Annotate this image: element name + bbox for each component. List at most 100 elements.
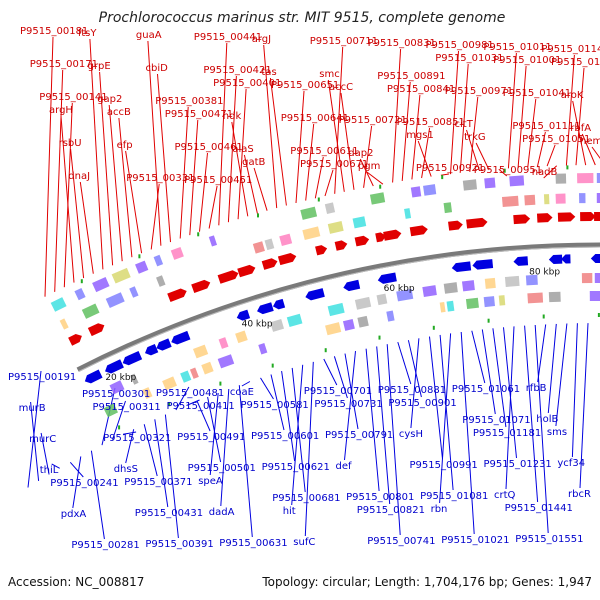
label-leader-line [54,69,64,292]
label-leader-line [386,344,401,536]
gene-label-reverse: P9515_00821 [357,505,425,516]
cds-block [59,318,69,330]
trna-marker [378,335,381,340]
forward-cds-arrow [217,270,239,284]
inner-feature-block [217,354,235,369]
gene-label-reverse: P9515_01441 [505,503,573,514]
label-leader-line [591,146,600,159]
gene-label-reverse: sufC [293,537,315,548]
inner-feature-block [589,291,600,302]
label-leader-line [547,323,557,414]
forward-cds-arrow [261,258,278,270]
scale-marker-label: 40 kbp [242,319,273,329]
label-leader-line [291,364,304,506]
gene-label-forward: grpE [88,61,111,72]
label-leader-line [543,165,558,179]
cds-block [555,193,566,204]
gene-label-forward: ndk [223,111,242,122]
reverse-cds-arrow [377,272,397,284]
label-leader-line [157,73,171,243]
label-leader-line [565,54,575,166]
gene-label-reverse: P9515_00301 [82,389,150,400]
label-leader-line [572,100,587,166]
outer-feature-block [300,206,318,220]
outer-feature-block [410,186,422,198]
reverse-cds-arrow [343,279,361,292]
gene-label-reverse: hit [283,506,296,517]
label-leader-line [207,396,222,463]
forward-cds-arrow [448,220,463,231]
gene-label-forward: P9515_01111 [512,121,580,132]
gene-label-reverse: P9515_00481 [156,388,224,399]
gene-label-reverse: P9515_00431 [135,508,203,519]
label-leader-line [410,338,420,429]
label-leader-line [231,121,249,217]
inner-feature-block [103,403,119,418]
outer-feature-block [555,173,567,184]
gene-label-forward: rbfA [570,123,591,134]
inner-feature-block [180,370,192,383]
gene-label-reverse: P9515_00411 [167,401,235,412]
label-leader-line [241,381,251,387]
forward-cds-arrow [466,217,488,229]
reverse-cds-arrow [171,330,191,345]
reverse-cds-arrow [561,254,571,264]
outer-feature-block [369,192,386,205]
inner-feature-block [325,322,342,336]
forward-cds-arrow [315,245,328,256]
inner-feature-block [357,315,369,328]
gene-label-reverse: P9515_00731 [314,399,382,410]
outer-feature-block [92,277,110,293]
gene-label-forward: P9515_00831 [368,38,436,49]
feature-rings [50,165,600,430]
gene-label-reverse: P9515_01071 [462,415,530,426]
forward-cds-arrow [237,264,256,278]
reverse-cds-arrow [257,302,274,315]
label-leader-line [186,399,200,406]
label-leader-line [51,463,60,469]
trna-marker [566,165,569,170]
gene-label-forward: P9515_00331 [126,173,194,184]
cds-block [594,273,600,284]
gene-label-forward: P9515_00181 [20,26,88,37]
inner-feature-block [439,302,446,313]
label-leader-line [579,323,589,489]
gene-label-forward: P9515_01001 [493,55,561,66]
gene-label-reverse: def [336,461,353,472]
gene-label-reverse: coaE [230,387,254,398]
label-leader-line [340,92,355,190]
label-leader-line [281,371,296,462]
gene-label-reverse: P9515_00791 [325,430,393,441]
cds-block [270,319,285,332]
trna-marker [317,197,320,202]
gene-label-reverse: P9515_00281 [71,540,139,551]
label-leader-line [179,106,189,239]
gene-label-forward: P9515_01141 [541,44,600,55]
gene-label-forward: nadB [532,167,558,178]
gene-label-forward: aroK [561,90,584,101]
inner-feature-block [483,296,495,308]
inner-feature-block [446,300,455,312]
gene-label-reverse: P9515_00241 [50,478,118,489]
gene-label-reverse: rbn [431,504,448,515]
label-leader-line [40,432,50,475]
trna-marker [379,184,382,189]
outer-feature-block [111,267,131,284]
trna-marker [197,232,200,237]
label-leader-line [537,324,547,383]
gene-label-reverse: P9515_01021 [441,535,509,546]
outer-feature-block [462,179,478,191]
outer-feature-block [153,254,164,267]
label-leader-line [99,71,114,266]
label-leader-line [237,88,247,220]
cds-block [504,275,520,287]
genome-summary-text: Topology: circular; Length: 1,704,176 bp… [261,575,592,589]
label-leader-line [376,346,391,505]
label-leader-line [227,75,237,223]
reverse-cds-arrow [472,259,494,270]
label-leader-line [89,38,104,270]
label-leader-line [439,334,454,491]
trna-marker [432,325,435,330]
cds-block [286,313,303,328]
label-leader-line [392,48,402,183]
